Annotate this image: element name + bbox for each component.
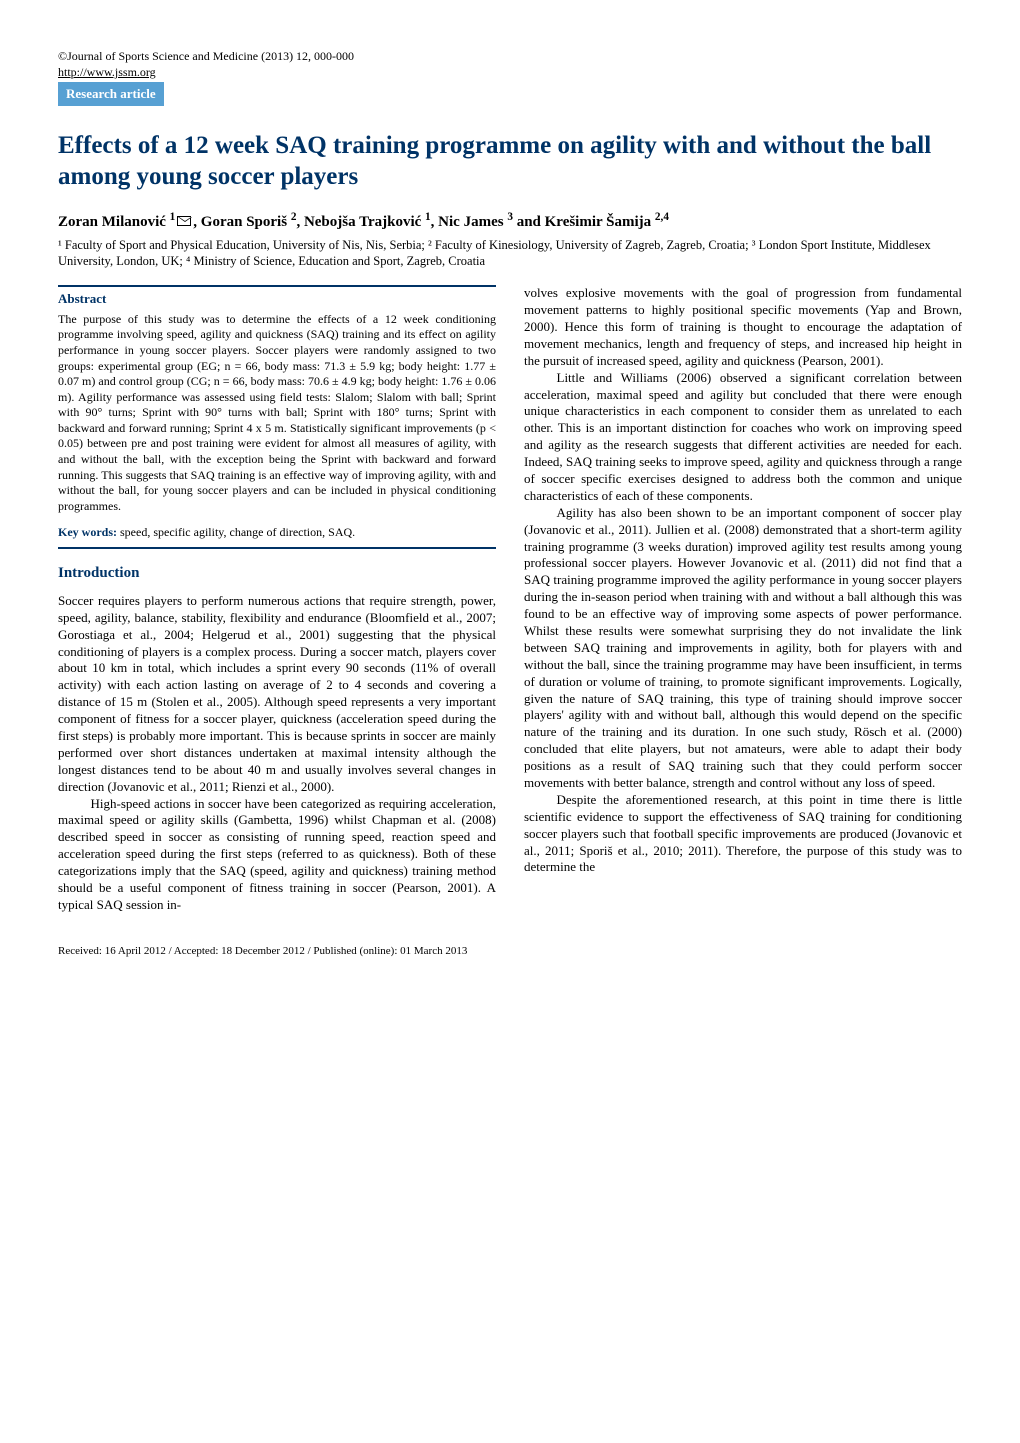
right-para-4: Despite the aforementioned research, at …	[524, 792, 962, 876]
right-para-2: Little and Williams (2006) observed a si…	[524, 370, 962, 505]
article-title: Effects of a 12 week SAQ training progra…	[58, 130, 962, 193]
abstract-rule-bottom	[58, 547, 496, 549]
author-primary: Zoran Milanović 1	[58, 214, 175, 230]
abstract-rule-top	[58, 285, 496, 287]
article-dates-footer: Received: 16 April 2012 / Accepted: 18 D…	[58, 944, 962, 959]
keywords-label: Key words:	[58, 525, 117, 539]
abstract-body: The purpose of this study was to determi…	[58, 312, 496, 515]
intro-para-2: High-speed actions in soccer have been c…	[58, 796, 496, 914]
right-para-3: Agility has also been shown to be an imp…	[524, 505, 962, 792]
journal-citation: ©Journal of Sports Science and Medicine …	[58, 48, 962, 64]
author-list: Zoran Milanović 1 , Goran Sporiš 2, Neboj…	[58, 210, 962, 232]
intro-para-1: Soccer requires players to perform numer…	[58, 593, 496, 796]
keywords: Key words: speed, specific agility, chan…	[58, 524, 496, 540]
affiliations: ¹ Faculty of Sport and Physical Educatio…	[58, 237, 962, 270]
journal-url[interactable]: http://www.jssm.org	[58, 64, 962, 80]
right-column: volves explosive movements with the goal…	[524, 285, 962, 914]
author-rest: , Goran Sporiš 2, Nebojša Trajković 1, N…	[193, 214, 669, 230]
corresponding-author-icon	[177, 216, 191, 226]
left-column: Abstract The purpose of this study was t…	[58, 285, 496, 914]
introduction-heading: Introduction	[58, 563, 496, 583]
abstract-heading: Abstract	[58, 290, 496, 308]
keywords-text: speed, specific agility, change of direc…	[117, 525, 355, 539]
right-para-1: volves explosive movements with the goal…	[524, 285, 962, 369]
article-type-tag: Research article	[58, 82, 164, 106]
